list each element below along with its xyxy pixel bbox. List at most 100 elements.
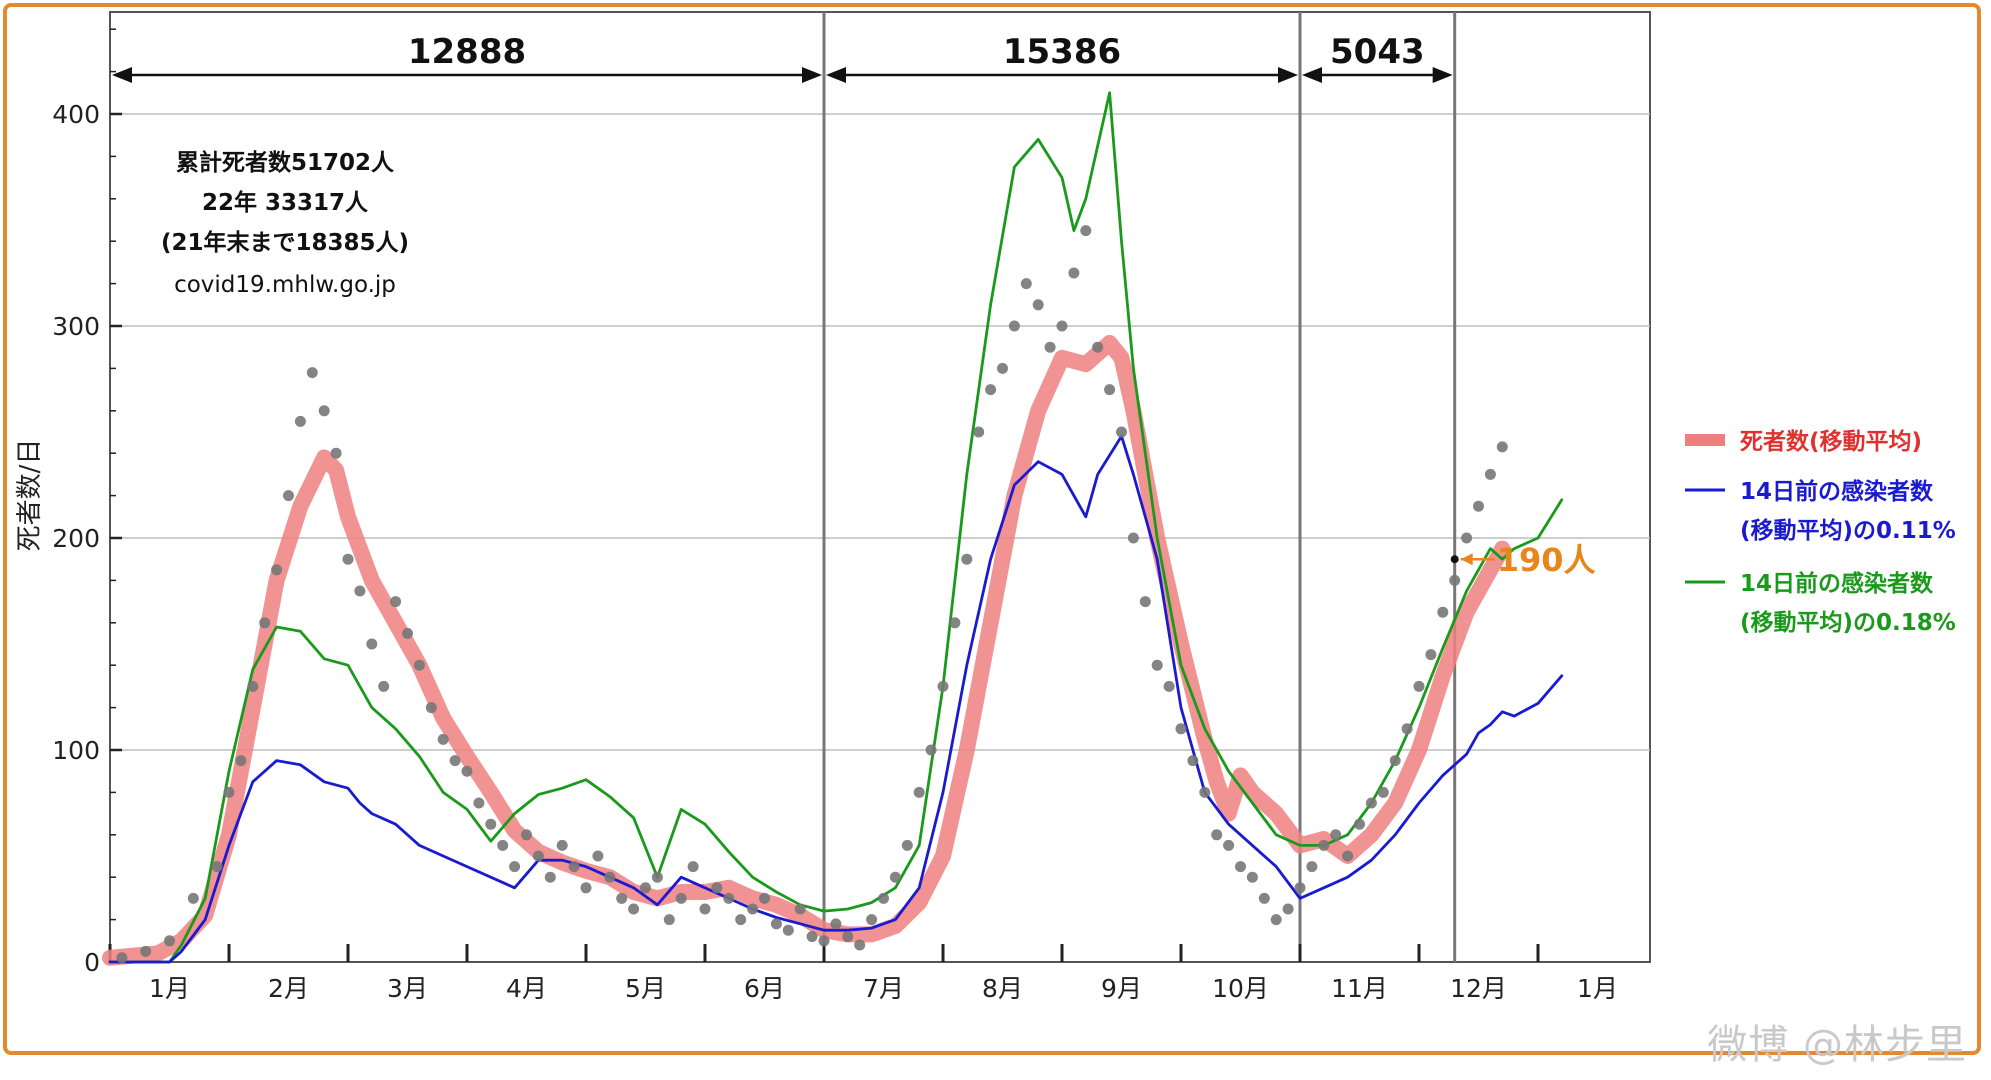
x-axis-ticks: 1月 2月 3月 4月 5月 6月 7月 8月 9月 10月 11月 12月 1月 bbox=[108, 944, 1618, 1003]
legend-label-018-line2: (移動平均)の0.18% bbox=[1740, 609, 1956, 636]
daily-deaths-point bbox=[628, 903, 640, 915]
daily-deaths-point bbox=[164, 935, 175, 947]
daily-deaths-point bbox=[425, 702, 437, 714]
daily-deaths-point bbox=[235, 755, 247, 767]
daily-deaths-point bbox=[913, 786, 925, 798]
daily-deaths-point bbox=[1282, 903, 1294, 915]
daily-deaths-point bbox=[1187, 755, 1199, 767]
daily-deaths-point bbox=[1116, 426, 1127, 438]
daily-deaths-point bbox=[509, 861, 521, 873]
period-arrow-head-left bbox=[112, 67, 132, 83]
daily-deaths-point bbox=[437, 733, 449, 745]
daily-deaths-point bbox=[663, 914, 675, 926]
period-total-label: 15386 bbox=[1003, 32, 1121, 72]
y-tick-label: 200 bbox=[52, 524, 100, 553]
legend-label-011-line2: (移動平均)の0.11% bbox=[1740, 517, 1956, 544]
series-line-2 bbox=[108, 91, 1564, 964]
plot-area bbox=[109, 11, 1651, 963]
daily-deaths-point bbox=[604, 871, 616, 883]
daily-deaths-point bbox=[1080, 225, 1092, 237]
daily-deaths-point bbox=[473, 797, 485, 809]
y-tick-label: 400 bbox=[52, 100, 100, 129]
daily-deaths-point bbox=[402, 627, 413, 639]
daily-deaths-point bbox=[259, 617, 271, 629]
period-total-label: 12888 bbox=[408, 32, 526, 72]
daily-deaths-point bbox=[1068, 267, 1080, 279]
daily-deaths-point bbox=[1151, 659, 1163, 671]
daily-deaths-point bbox=[378, 680, 390, 692]
daily-deaths-point bbox=[1425, 649, 1437, 661]
daily-deaths-point bbox=[1246, 871, 1258, 883]
x-tick-label: 8月 bbox=[982, 974, 1023, 1003]
y-axis-ticks: 0 100 200 300 400 bbox=[52, 28, 122, 977]
series-layer bbox=[102, 91, 1564, 966]
y-tick-label: 300 bbox=[52, 312, 100, 341]
daily-deaths-point bbox=[1330, 829, 1342, 841]
x-tick-label: 1月 bbox=[1577, 974, 1618, 1003]
period-arrow-head-right bbox=[1432, 67, 1453, 83]
daily-deaths-point bbox=[651, 871, 663, 883]
period-total-label: 5043 bbox=[1330, 32, 1425, 72]
daily-deaths-point bbox=[390, 596, 402, 608]
x-tick-label: 7月 bbox=[863, 974, 904, 1003]
x-tick-label: 1月 bbox=[149, 974, 190, 1003]
daily-deaths-point bbox=[366, 638, 378, 650]
annotation-2021-deaths: (21年末まで18385人) bbox=[161, 229, 409, 256]
legend: 死者数(移動平均) 14日前の感染者数 (移動平均)の0.11% 14日前の感染… bbox=[1685, 428, 1956, 636]
daily-deaths-point bbox=[1020, 278, 1032, 290]
daily-deaths-point bbox=[937, 680, 949, 692]
daily-deaths-point bbox=[1163, 680, 1175, 692]
y-tick-label: 0 bbox=[84, 948, 100, 977]
gridlines bbox=[110, 113, 1650, 751]
callout-190: 190人 bbox=[1450, 541, 1596, 579]
daily-deaths-point bbox=[997, 362, 1008, 374]
daily-deaths-point bbox=[1032, 299, 1044, 311]
daily-deaths-point bbox=[1199, 786, 1211, 798]
daily-deaths-point bbox=[878, 892, 889, 904]
daily-deaths-point bbox=[413, 659, 425, 671]
chart-frame bbox=[3, 3, 1981, 1055]
daily-deaths-point bbox=[735, 914, 747, 926]
daily-deaths-point bbox=[1223, 839, 1235, 851]
daily-deaths-point bbox=[521, 829, 532, 841]
annotation-total-deaths: 累計死者数51702人 bbox=[176, 149, 395, 176]
daily-deaths-point bbox=[283, 490, 294, 502]
period-arrow-head-left bbox=[1302, 67, 1322, 83]
legend-label-deaths: 死者数(移動平均) bbox=[1740, 428, 1922, 455]
period-arrow-head-right bbox=[1278, 67, 1298, 83]
daily-deaths-point bbox=[842, 931, 854, 943]
daily-deaths-point bbox=[247, 680, 259, 692]
period-arrows: 12888 15386 5043 bbox=[112, 32, 1453, 83]
daily-deaths-point bbox=[271, 564, 283, 576]
daily-deaths-point bbox=[592, 850, 604, 862]
daily-deaths-point bbox=[532, 850, 544, 862]
daily-deaths-point bbox=[616, 892, 628, 904]
callout-label: 190人 bbox=[1497, 541, 1596, 579]
daily-deaths-point bbox=[306, 367, 318, 379]
x-tick-label: 12月 bbox=[1450, 974, 1507, 1003]
x-tick-label: 11月 bbox=[1331, 974, 1388, 1003]
daily-deaths-point bbox=[1211, 829, 1223, 841]
daily-deaths-point bbox=[1413, 680, 1425, 692]
daily-deaths-point bbox=[711, 882, 723, 894]
daily-deaths-point bbox=[723, 892, 735, 904]
daily-deaths-point bbox=[140, 945, 152, 957]
daily-deaths-point bbox=[1318, 839, 1330, 851]
daily-deaths-point bbox=[699, 903, 711, 915]
daily-deaths-point bbox=[889, 871, 901, 883]
legend-label-011-line1: 14日前の感染者数 bbox=[1740, 478, 1934, 505]
daily-deaths-point bbox=[770, 918, 782, 930]
daily-deaths-point bbox=[211, 861, 223, 873]
daily-deaths-point bbox=[961, 553, 973, 565]
daily-deaths-point bbox=[556, 839, 568, 851]
daily-deaths-point bbox=[1461, 532, 1473, 544]
daily-deaths-point bbox=[794, 903, 806, 915]
x-tick-label: 4月 bbox=[506, 974, 547, 1003]
daily-deaths-point bbox=[782, 924, 794, 936]
watermark: 微博 @林步里 bbox=[1707, 1022, 1967, 1068]
daily-deaths-point bbox=[1294, 882, 1306, 894]
daily-deaths-point bbox=[866, 914, 878, 926]
daily-deaths-point bbox=[461, 765, 473, 777]
series-line-1 bbox=[108, 434, 1564, 964]
daily-deaths-point bbox=[1342, 850, 1354, 862]
